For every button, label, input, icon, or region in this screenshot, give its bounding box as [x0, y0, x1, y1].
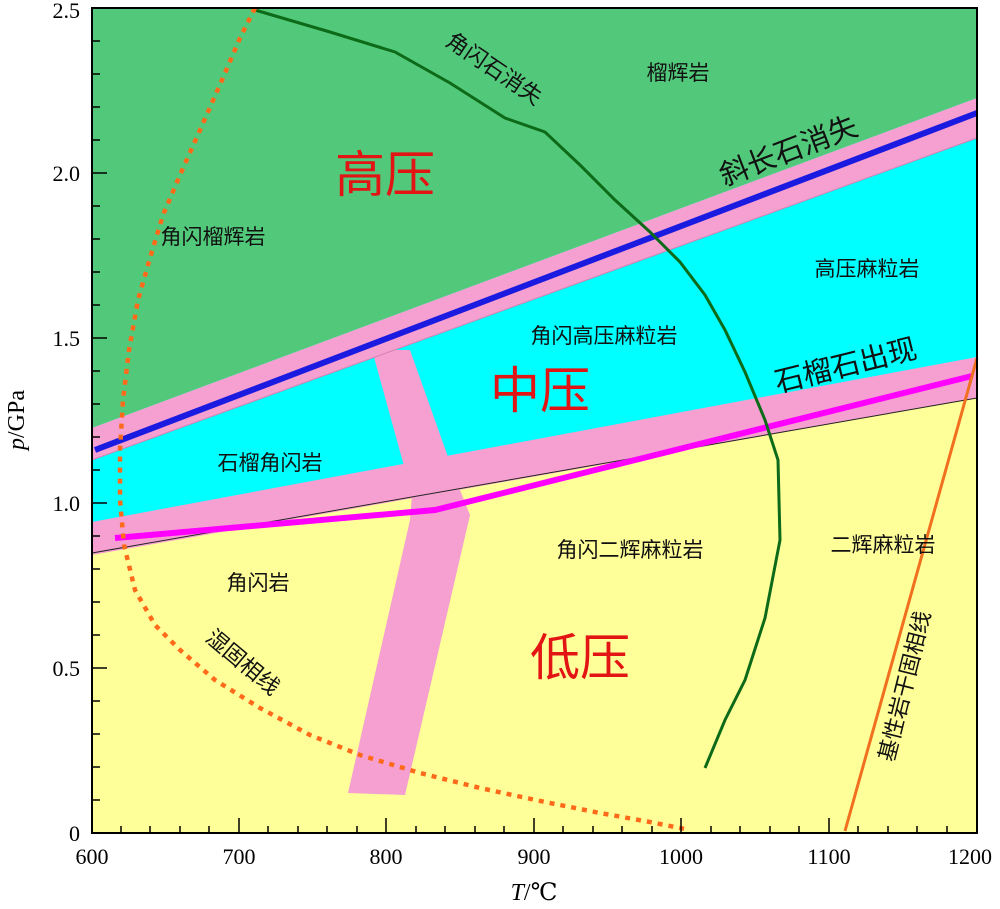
- y-tick-label: 2.0: [53, 161, 81, 186]
- x-tick-label: 1100: [807, 844, 850, 869]
- garnet-in-line: [114, 373, 973, 541]
- x-tick-label: 1000: [659, 844, 703, 869]
- wet-solidus-curve: [117, 6, 691, 833]
- plagioclase-out-line: [93, 110, 979, 453]
- y-tick-label: 1.0: [53, 491, 81, 516]
- hornblende-two-pyroxene-granulite-label: 角闪二辉麻粒岩: [557, 538, 704, 562]
- x-tick-label: 600: [76, 844, 109, 869]
- medium-pressure-label: 中压: [490, 362, 590, 420]
- low-pressure-label: 低压: [530, 629, 630, 687]
- y-tick-label: 2.5: [53, 0, 81, 23]
- high-pressure-granulite-label: 高压麻粒岩: [815, 257, 920, 281]
- low-pressure-field: [92, 357, 977, 833]
- y-axis-title: p/GPa: [4, 390, 30, 452]
- x-tick-label: 1200: [948, 844, 992, 869]
- garnet-amphibolite-label: 石榴角闪岩: [218, 451, 323, 475]
- two-pyroxene-granulite-label: 二辉麻粒岩: [831, 533, 936, 557]
- x-tick-label: 700: [223, 844, 256, 869]
- y-axis-ticks: [92, 7, 107, 834]
- hornblende-hp-granulite-label: 角闪高压麻粒岩: [531, 324, 678, 348]
- y-tick-label: 1.5: [53, 326, 81, 351]
- amphibole-out-curve: [254, 8, 782, 769]
- x-tick-label: 900: [518, 844, 551, 869]
- y-tick-label: 0.5: [53, 656, 81, 681]
- vertical-transition-band: [348, 350, 470, 795]
- hornblende-eclogite-label: 角闪榴辉岩: [161, 225, 266, 249]
- garnet-in-band: [92, 357, 977, 555]
- x-axis-title: T/℃: [511, 880, 558, 906]
- y-tick-label: 0: [69, 821, 80, 846]
- eclogite-label: 榴辉岩: [647, 61, 710, 85]
- x-tick-label: 800: [370, 844, 403, 869]
- high-pressure-field: [92, 8, 977, 428]
- high-pressure-label: 高压: [335, 146, 435, 204]
- basite-dry-solidus-line: [843, 357, 979, 832]
- x-axis-ticks: [91, 818, 978, 833]
- plagioclase-band-lower-edge: [91, 137, 978, 461]
- amphibolite-label: 角闪岩: [227, 571, 290, 595]
